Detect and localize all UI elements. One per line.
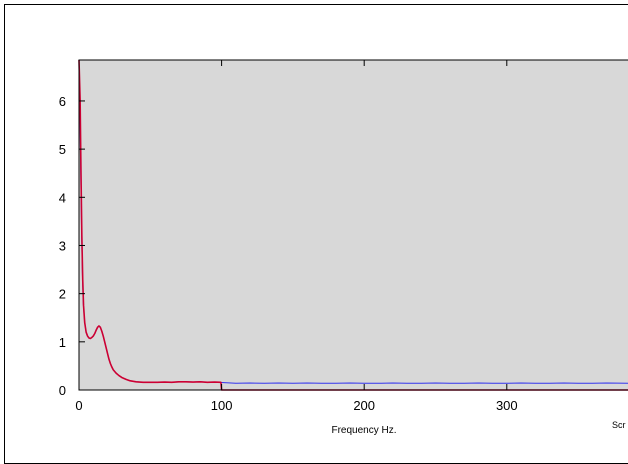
y-tick-label: 1 — [59, 335, 66, 350]
y-tick-label: 5 — [59, 142, 66, 157]
x-tick-label: 300 — [496, 398, 518, 413]
x-tick-label: 0 — [75, 398, 82, 413]
axes: 0 1 2 3 4 5 6 0 100 200 300 — [59, 59, 628, 413]
x-tick-label: 100 — [211, 398, 233, 413]
y-tick-label: 6 — [59, 94, 66, 109]
y-tick-label: 2 — [59, 287, 66, 302]
plot-area — [79, 60, 628, 390]
series-line-2 — [78, 59, 628, 391]
x-axis-title: Frequency Hz. — [331, 425, 396, 436]
y-tick-label: 3 — [59, 238, 66, 253]
x-tick-label: 200 — [353, 398, 375, 413]
y-tick-label: 4 — [59, 190, 66, 205]
y-tick-label: 0 — [59, 383, 66, 398]
clipped-label: Scr — [612, 420, 626, 430]
chart-marks — [78, 59, 628, 391]
plot-border — [78, 59, 628, 391]
chart-svg: 0 1 2 3 4 5 6 0 100 200 300 Frequency Hz. Scr — [59, 59, 628, 436]
